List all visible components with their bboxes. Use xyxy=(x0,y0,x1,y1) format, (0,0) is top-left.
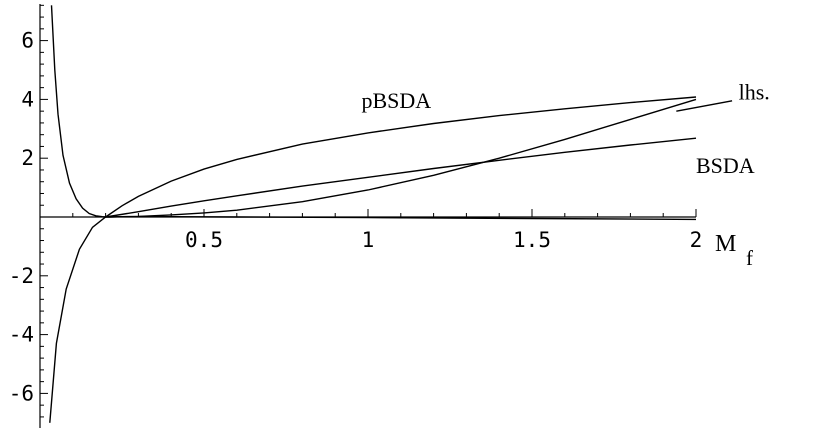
annotation-bsda: BSDA xyxy=(696,153,755,178)
major-ticks xyxy=(40,40,697,394)
series-line-lhs xyxy=(105,98,697,218)
annotation-lhs-pointer xyxy=(676,100,733,112)
y-tick-label: 2 xyxy=(21,146,34,170)
annotation-pbsda: pBSDA xyxy=(361,88,431,113)
x-tick-label: 0.5 xyxy=(185,228,223,252)
y-tick-label: -2 xyxy=(9,264,34,288)
series-line-pbsda xyxy=(49,96,697,423)
y-tick-label: -4 xyxy=(9,323,34,347)
curves xyxy=(49,5,697,423)
series-line-bsda xyxy=(105,137,697,218)
x-tick-label: 1.5 xyxy=(513,228,551,252)
minor-ticks xyxy=(40,4,664,418)
x-tick-label: 1 xyxy=(362,228,375,252)
y-tick-label: 4 xyxy=(21,87,34,111)
x-axis-label: M xyxy=(715,231,736,257)
annotation-lhs: lhs. xyxy=(739,79,770,104)
x-axis-label-subscript: f xyxy=(746,246,753,270)
tick-labels: 0.5 1 1.5 2 -6 -4 -2 2 4 6 xyxy=(9,29,703,406)
y-tick-label: -6 xyxy=(9,381,34,405)
series-line-unlabeled xyxy=(50,5,697,221)
x-tick-label: 2 xyxy=(690,228,703,252)
y-tick-label: 6 xyxy=(21,29,34,53)
